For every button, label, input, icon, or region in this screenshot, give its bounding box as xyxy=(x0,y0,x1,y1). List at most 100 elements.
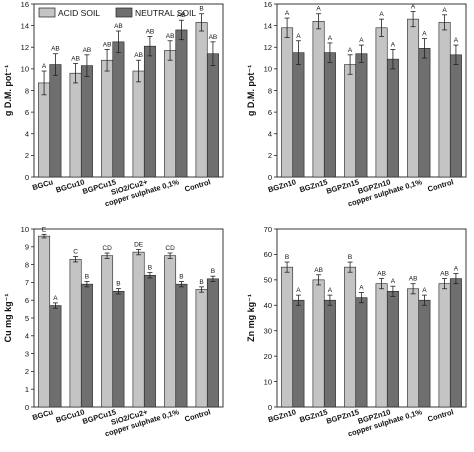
plot-frame xyxy=(33,3,224,178)
x-tick-label: Control xyxy=(183,177,211,193)
x-tick-label: BGCu10 xyxy=(55,407,86,424)
bar-acid-soil xyxy=(38,235,51,408)
y-tick-label: 16 xyxy=(21,0,29,9)
significance-letter: AB xyxy=(114,23,123,30)
bar-neutral-soil xyxy=(112,290,125,408)
significance-letter: A xyxy=(454,266,459,273)
significance-letter: A xyxy=(348,47,353,54)
bar-neutral-soil xyxy=(292,52,305,178)
y-tick-label: 6 xyxy=(268,108,272,117)
significance-letter: AB xyxy=(177,12,186,19)
y-tick-label: 0 xyxy=(268,173,272,182)
significance-letter: AB xyxy=(409,276,418,283)
legend-label-acid: ACID SOIL xyxy=(58,8,100,18)
bar-neutral-soil xyxy=(206,53,219,178)
y-tick-label: 7 xyxy=(25,278,29,287)
significance-letter: B xyxy=(285,254,289,261)
y-tick-label: 2 xyxy=(25,367,29,376)
x-tick-label: BGCu xyxy=(31,177,54,192)
x-tick-label: BGPZn15 xyxy=(325,177,360,195)
significance-letter: A xyxy=(359,37,364,44)
y-tick-label: 40 xyxy=(264,301,272,310)
y-tick-label: 0 xyxy=(25,173,29,182)
bar-neutral-soil xyxy=(355,53,368,178)
x-tick-label: Control xyxy=(426,177,454,193)
significance-letter: AB xyxy=(134,52,143,59)
y-tick-label: 50 xyxy=(264,276,272,285)
significance-letter: E xyxy=(42,226,47,233)
y-tick-label: 3 xyxy=(25,349,29,358)
significance-letter: A xyxy=(422,31,427,38)
bar-acid-soil xyxy=(38,82,51,178)
bar-acid-soil xyxy=(69,72,82,178)
significance-letter: DE xyxy=(134,241,144,248)
y-tick-label: 6 xyxy=(25,108,29,117)
y-tick-label: 30 xyxy=(264,327,272,336)
y-tick-label: 10 xyxy=(21,65,29,74)
bar-neutral-soil xyxy=(112,41,125,178)
bar-neutral-soil xyxy=(292,299,305,408)
significance-letter: A xyxy=(328,287,333,294)
y-tick-label: 70 xyxy=(264,225,272,234)
bar-acid-soil xyxy=(195,289,208,408)
y-tick-label: 8 xyxy=(25,260,29,269)
chart-panel-3: 0 1 2 3 4 5 6 7 8 9 10 Cu mg kg⁻¹ E A BGCu C B BGCu10 CD B B… xyxy=(3,225,224,438)
significance-letter: AB xyxy=(440,271,449,278)
significance-letter: B xyxy=(211,268,215,275)
significance-letter: AB xyxy=(377,271,386,278)
y-tick-label: 20 xyxy=(264,352,272,361)
significance-letter: A xyxy=(285,10,290,17)
bar-acid-soil xyxy=(312,279,325,408)
bar-acid-soil xyxy=(101,59,114,178)
significance-letter: B xyxy=(199,6,203,13)
x-tick-label: Control xyxy=(183,407,211,423)
y-tick-label: 4 xyxy=(25,332,29,341)
legend: ACID SOIL NEUTRAL SOIL xyxy=(38,7,196,18)
bar-neutral-soil xyxy=(175,29,188,178)
y-tick-label: 8 xyxy=(25,86,29,95)
significance-letter: A xyxy=(359,285,364,292)
bar-acid-soil xyxy=(101,255,114,408)
bar-acid-soil xyxy=(312,20,325,178)
bar-acid-soil xyxy=(438,283,451,408)
y-axis-label: Cu mg kg⁻¹ xyxy=(3,294,13,343)
y-axis-label: Zn mg kg⁻¹ xyxy=(246,294,256,342)
significance-letter: AB xyxy=(83,47,92,54)
significance-letter: B xyxy=(199,279,203,286)
legend-swatch-acid xyxy=(38,7,56,18)
bar-neutral-soil xyxy=(175,283,188,408)
significance-letter: B xyxy=(85,274,89,281)
y-tick-label: 2 xyxy=(25,151,29,160)
y-tick-label: 14 xyxy=(21,21,29,30)
significance-letter: B xyxy=(116,281,120,288)
bar-acid-soil xyxy=(132,251,145,408)
y-tick-label: 4 xyxy=(268,130,272,139)
y-tick-label: 8 xyxy=(268,86,272,95)
bar-neutral-soil xyxy=(418,48,431,178)
significance-letter: B xyxy=(348,254,352,261)
significance-letter: AB xyxy=(51,46,60,53)
y-tick-label: 9 xyxy=(25,243,29,252)
bar-acid-soil xyxy=(132,70,145,178)
y-axis-label: g D.M. pot⁻¹ xyxy=(3,65,13,116)
x-tick-label: BGCu10 xyxy=(55,177,86,194)
significance-letter: A xyxy=(442,7,447,14)
significance-letter: A xyxy=(296,33,301,40)
y-tick-label: 0 xyxy=(268,403,272,412)
bar-neutral-soil xyxy=(386,58,399,178)
bar-acid-soil xyxy=(195,22,208,178)
plot-frame xyxy=(33,228,224,408)
significance-letter: AB xyxy=(146,28,155,35)
significance-letter: A xyxy=(391,278,396,285)
bar-neutral-soil xyxy=(323,52,336,178)
significance-letter: A xyxy=(379,11,384,18)
bar-acid-soil xyxy=(344,64,357,178)
x-tick-label: Control xyxy=(426,407,454,423)
significance-letter: B xyxy=(148,265,152,272)
bar-neutral-soil xyxy=(449,54,462,178)
bar-acid-soil xyxy=(407,18,420,178)
y-tick-label: 12 xyxy=(21,43,29,52)
y-tick-label: 12 xyxy=(264,43,272,52)
bar-neutral-soil xyxy=(355,297,368,408)
